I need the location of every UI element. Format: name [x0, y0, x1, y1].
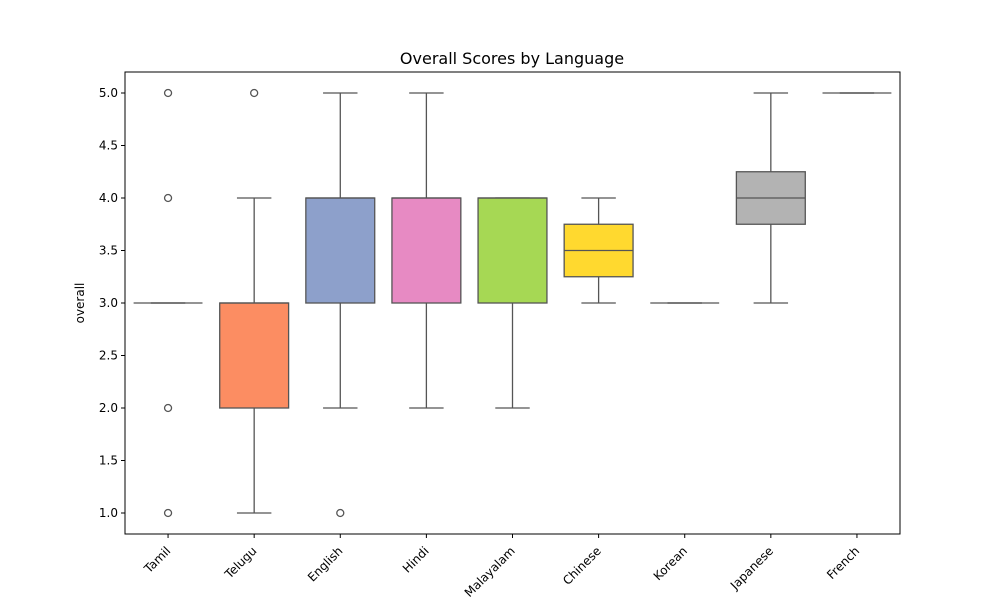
- y-tick-label-5: 3.5: [99, 244, 118, 258]
- outlier-point-tamil-2: [163, 193, 173, 203]
- y-tick-label-7: 4.5: [99, 139, 118, 153]
- box-malayalam: [477, 197, 548, 304]
- x-tick-label-chinese: Chinese: [560, 544, 604, 588]
- x-tick-label-telugu: Telugu: [221, 544, 259, 582]
- y-tick-label-4: 3.0: [99, 296, 118, 310]
- y-tick-label-3: 2.5: [99, 349, 118, 363]
- x-tick-label-korean: Korean: [651, 544, 690, 583]
- outlier-point-tamil-1: [163, 403, 173, 413]
- x-tick-label-malayalam: Malayalam: [462, 544, 518, 600]
- box-hindi: [391, 197, 462, 304]
- chart-title: Overall Scores by Language: [400, 49, 624, 68]
- outlier-point-telugu-0: [250, 88, 259, 98]
- x-tick-label-tamil: Tamil: [141, 544, 174, 577]
- outlier-point-tamil-0: [163, 508, 173, 518]
- plot-frame: [124, 71, 901, 535]
- y-axis-label: overall: [73, 283, 87, 324]
- outlier-point-english-0: [336, 508, 345, 518]
- x-tick-label-english: English: [305, 544, 346, 585]
- box-telugu: [219, 302, 290, 409]
- outlier-point-tamil-3: [163, 88, 173, 98]
- x-tick-label-japanese: Japanese: [727, 544, 776, 593]
- y-tick-label-2: 2.0: [99, 401, 118, 415]
- box-english: [305, 197, 376, 304]
- y-tick-label-6: 4.0: [99, 191, 118, 205]
- y-tick-label-8: 5.0: [99, 86, 118, 100]
- plot-area: 1.0 1.5 2.0 2.5 3.0 3.5 4.0 4.5 5.0 Tamil Telugu En…: [99, 86, 892, 600]
- y-tick-label-1: 1.5: [99, 454, 118, 468]
- x-tick-label-french: French: [824, 544, 862, 582]
- x-tick-label-hindi: Hindi: [400, 544, 432, 576]
- y-tick-label-0: 1.0: [99, 506, 118, 520]
